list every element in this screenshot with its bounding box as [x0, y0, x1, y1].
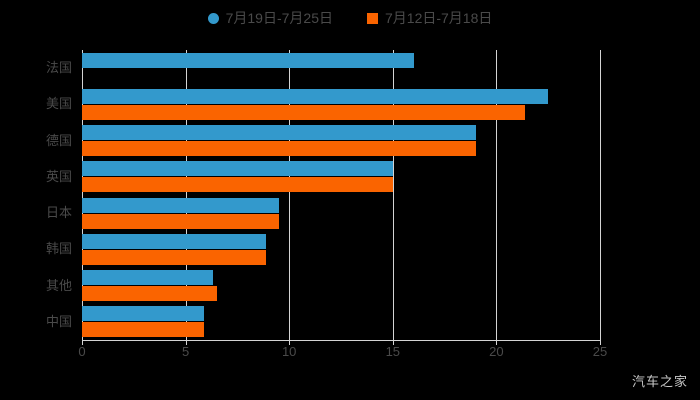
- bar-group: [82, 270, 600, 302]
- gridline: [289, 50, 291, 340]
- bar-group: [82, 125, 600, 157]
- y-axis-category-labels: 法国美国德国英国日本韩国其他中国: [0, 50, 72, 340]
- gridline: [600, 50, 601, 340]
- y-axis-category-label: 德国: [45, 132, 72, 148]
- gridline: [82, 50, 83, 340]
- x-axis-tick: [185, 340, 187, 345]
- bar[interactable]: [82, 213, 279, 229]
- legend-label-series-a: 7月19日-7月25日: [225, 10, 333, 26]
- bar[interactable]: [82, 141, 476, 157]
- x-axis-tick: [496, 340, 498, 345]
- bar[interactable]: [82, 197, 279, 213]
- legend-marker-circle-icon: [207, 12, 219, 24]
- x-axis-tick: [289, 340, 291, 345]
- x-axis-tick-label: 5: [181, 344, 190, 359]
- y-axis-category-label: 英国: [45, 168, 72, 184]
- watermark: 汽车之家: [631, 374, 688, 389]
- bar[interactable]: [82, 88, 549, 104]
- x-axis-line: [82, 340, 601, 341]
- bar[interactable]: [82, 233, 267, 249]
- bar[interactable]: [82, 306, 205, 322]
- bar-group: [82, 88, 600, 120]
- gridline: [185, 50, 187, 340]
- bar[interactable]: [82, 104, 526, 120]
- bar[interactable]: [82, 177, 393, 193]
- x-axis-tick: [392, 340, 394, 345]
- bar[interactable]: [82, 161, 393, 177]
- x-axis-tick-labels: 0 5 10 15 20 25: [78, 344, 607, 365]
- x-axis-tick-label: 25: [592, 344, 608, 359]
- y-axis-category-label: 法国: [45, 60, 72, 76]
- x-axis-tick-label: 10: [281, 344, 297, 359]
- legend-item-series-a[interactable]: 7月19日-7月25日: [207, 10, 333, 26]
- x-axis-tick-label: 15: [385, 344, 401, 359]
- legend-item-series-b[interactable]: 7月12日-7月18日: [367, 11, 492, 25]
- gridline: [392, 50, 394, 340]
- x-axis-tick: [600, 340, 601, 345]
- chart-legend: 7月19日-7月25日 7月12日-7月18日: [0, 6, 700, 30]
- bar[interactable]: [82, 52, 414, 68]
- bar[interactable]: [82, 125, 476, 141]
- bar-group: [82, 197, 600, 229]
- y-axis-category-label: 中国: [45, 313, 72, 329]
- bar[interactable]: [82, 286, 217, 302]
- x-axis-tick: [82, 340, 83, 345]
- x-axis-tick-label: 20: [489, 344, 504, 359]
- y-axis-category-label: 韩国: [45, 241, 72, 257]
- bar-group: [82, 161, 600, 193]
- bar[interactable]: [82, 249, 267, 265]
- gridline: [496, 50, 498, 340]
- bar-group: [82, 306, 600, 338]
- x-axis-tick-label: 0: [78, 344, 86, 359]
- bar-group: [82, 233, 600, 265]
- y-axis-category-label: 其他: [45, 277, 72, 293]
- bar[interactable]: [82, 322, 205, 338]
- legend-label-series-b: 7月12日-7月18日: [385, 10, 493, 26]
- plot-area: [82, 50, 601, 345]
- y-axis-category-label: 日本: [45, 205, 72, 221]
- bar-group: [82, 52, 600, 84]
- bar[interactable]: [82, 270, 213, 286]
- y-axis-category-label: 美国: [45, 96, 72, 112]
- legend-marker-square-icon: [367, 12, 378, 24]
